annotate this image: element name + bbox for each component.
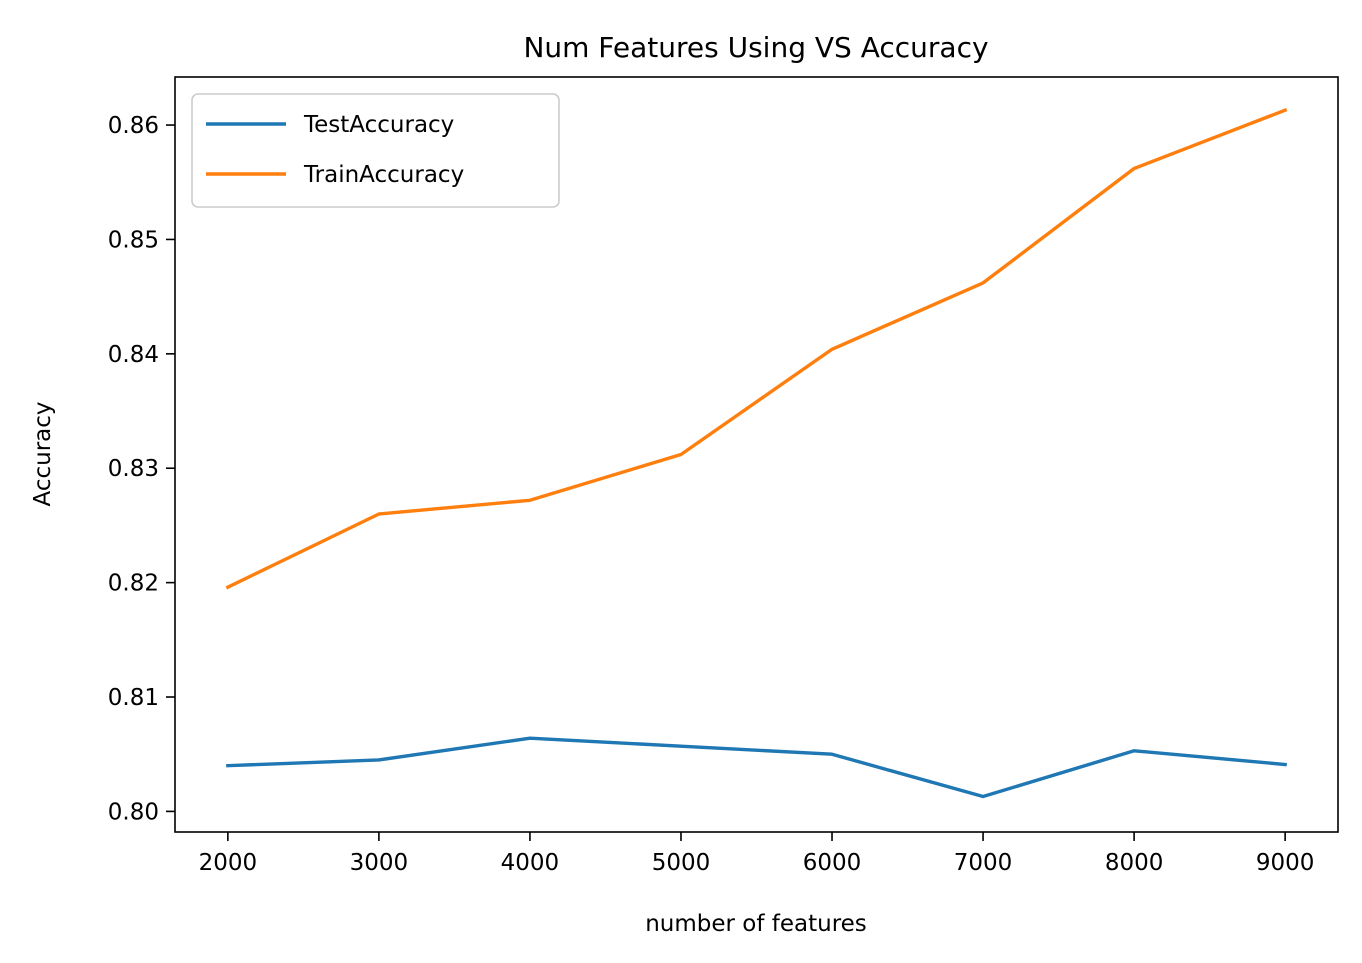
data-point-testaccuracy (830, 753, 834, 756)
y-axis-label: Accuracy (30, 401, 56, 506)
legend-label-train-accuracy: TrainAccuracy (303, 162, 464, 188)
x-tick-label: 5000 (652, 850, 711, 876)
data-point-trainaccuracy (226, 585, 230, 589)
data-point-trainaccuracy (981, 281, 985, 285)
legend: TestAccuracy TrainAccuracy (191, 93, 560, 208)
y-tick-label: 0.85 (108, 227, 159, 253)
data-point-trainaccuracy (377, 512, 381, 516)
y-tick-label: 0.81 (108, 685, 159, 711)
x-tick-label: 8000 (1105, 850, 1164, 876)
data-point-testaccuracy (528, 736, 532, 740)
data-point-testaccuracy (679, 745, 683, 748)
data-point-trainaccuracy (528, 499, 532, 502)
data-point-testaccuracy (1132, 749, 1136, 752)
data-point-testaccuracy (981, 795, 985, 798)
y-tick-label: 0.84 (108, 342, 159, 368)
x-tick-label: 9000 (1256, 850, 1315, 876)
x-tick-label: 4000 (501, 850, 560, 876)
series-layer (225, 107, 1288, 799)
plot-area-frame (174, 76, 1339, 833)
legend-box (191, 93, 560, 208)
series-line-testaccuracy (226, 736, 1287, 799)
y-tick-label: 0.80 (108, 799, 159, 825)
y-axis-ticks: 0.80 0.81 0.82 0.83 0.84 0.85 0.86 (108, 113, 175, 825)
x-tick-label: 7000 (954, 850, 1013, 876)
y-tick-label: 0.83 (108, 456, 159, 482)
y-tick-label: 0.82 (108, 571, 159, 597)
x-tick-label: 2000 (199, 850, 258, 876)
chart-title: Num Features Using VS Accuracy (523, 31, 988, 64)
data-point-trainaccuracy (1132, 167, 1136, 170)
legend-label-test-accuracy: TestAccuracy (303, 112, 454, 138)
data-point-testaccuracy (377, 758, 381, 762)
data-point-trainaccuracy (679, 453, 683, 456)
x-axis-label: number of features (645, 911, 867, 937)
x-tick-label: 6000 (803, 850, 862, 876)
x-tick-label: 3000 (350, 850, 409, 876)
x-axis-ticks: 2000 3000 4000 5000 6000 7000 8000 9000 (199, 832, 1315, 876)
data-point-testaccuracy (1283, 763, 1287, 766)
series-line-trainaccuracy (225, 107, 1288, 590)
data-point-trainaccuracy (1283, 108, 1287, 112)
data-point-testaccuracy (226, 764, 230, 767)
data-point-trainaccuracy (830, 348, 834, 351)
y-tick-label: 0.86 (108, 113, 159, 139)
